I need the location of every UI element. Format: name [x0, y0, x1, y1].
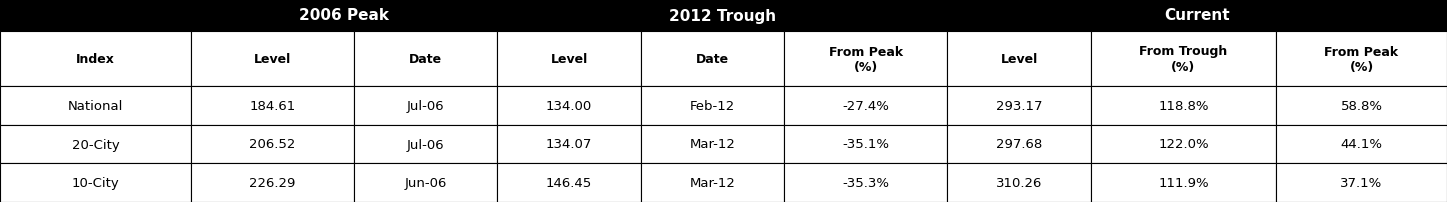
Bar — [1276, 32, 1447, 87]
Bar — [641, 32, 784, 87]
Bar — [0, 125, 191, 164]
Bar — [191, 0, 498, 32]
Bar — [498, 125, 641, 164]
Bar — [498, 87, 641, 125]
Text: Level: Level — [1000, 53, 1037, 66]
Text: 58.8%: 58.8% — [1340, 99, 1382, 112]
Bar — [355, 32, 498, 87]
Bar — [948, 87, 1091, 125]
Bar — [0, 0, 191, 32]
Bar — [1276, 87, 1447, 125]
Bar — [355, 125, 498, 164]
Bar — [784, 87, 948, 125]
Bar — [355, 164, 498, 202]
Bar — [498, 32, 641, 87]
Bar — [641, 125, 784, 164]
Text: 10-City: 10-City — [71, 176, 119, 189]
Text: Level: Level — [253, 53, 291, 66]
Bar — [1276, 125, 1447, 164]
Text: 111.9%: 111.9% — [1158, 176, 1208, 189]
Bar — [784, 32, 948, 87]
Text: From Peak
(%): From Peak (%) — [1324, 45, 1399, 73]
Text: 2006 Peak: 2006 Peak — [300, 8, 389, 23]
Text: 20-City: 20-City — [71, 138, 119, 151]
Bar — [191, 164, 355, 202]
Bar — [1091, 32, 1276, 87]
Text: Feb-12: Feb-12 — [690, 99, 735, 112]
Bar — [784, 125, 948, 164]
Text: From Trough
(%): From Trough (%) — [1139, 45, 1227, 73]
Text: Jul-06: Jul-06 — [407, 138, 444, 151]
Bar — [1276, 164, 1447, 202]
Bar — [0, 87, 191, 125]
Text: From Peak
(%): From Peak (%) — [829, 45, 903, 73]
Text: National: National — [68, 99, 123, 112]
Text: 226.29: 226.29 — [249, 176, 295, 189]
Bar — [948, 0, 1447, 32]
Text: -27.4%: -27.4% — [842, 99, 890, 112]
Bar — [355, 87, 498, 125]
Text: Mar-12: Mar-12 — [690, 138, 735, 151]
Text: 184.61: 184.61 — [249, 99, 295, 112]
Text: Date: Date — [410, 53, 443, 66]
Text: 310.26: 310.26 — [996, 176, 1042, 189]
Text: Jun-06: Jun-06 — [405, 176, 447, 189]
Bar — [191, 32, 355, 87]
Text: 44.1%: 44.1% — [1340, 138, 1382, 151]
Bar — [1091, 164, 1276, 202]
Text: -35.1%: -35.1% — [842, 138, 890, 151]
Text: Index: Index — [75, 53, 114, 66]
Bar — [0, 164, 191, 202]
Bar — [498, 0, 948, 32]
Text: Current: Current — [1165, 8, 1230, 23]
Text: Jul-06: Jul-06 — [407, 99, 444, 112]
Bar — [0, 32, 191, 87]
Text: 134.07: 134.07 — [546, 138, 592, 151]
Bar — [191, 87, 355, 125]
Bar — [1091, 87, 1276, 125]
Text: Date: Date — [696, 53, 729, 66]
Bar — [498, 164, 641, 202]
Text: Level: Level — [550, 53, 587, 66]
Bar — [784, 164, 948, 202]
Bar — [191, 125, 355, 164]
Text: 146.45: 146.45 — [546, 176, 592, 189]
Text: 37.1%: 37.1% — [1340, 176, 1383, 189]
Bar — [1091, 125, 1276, 164]
Text: Mar-12: Mar-12 — [690, 176, 735, 189]
Bar — [948, 164, 1091, 202]
Text: 118.8%: 118.8% — [1158, 99, 1208, 112]
Text: -35.3%: -35.3% — [842, 176, 890, 189]
Text: 122.0%: 122.0% — [1158, 138, 1208, 151]
Text: 134.00: 134.00 — [546, 99, 592, 112]
Text: 293.17: 293.17 — [996, 99, 1042, 112]
Text: 297.68: 297.68 — [996, 138, 1042, 151]
Bar — [948, 32, 1091, 87]
Bar — [948, 125, 1091, 164]
Text: 2012 Trough: 2012 Trough — [669, 8, 776, 23]
Bar — [641, 87, 784, 125]
Bar — [641, 164, 784, 202]
Text: 206.52: 206.52 — [249, 138, 295, 151]
